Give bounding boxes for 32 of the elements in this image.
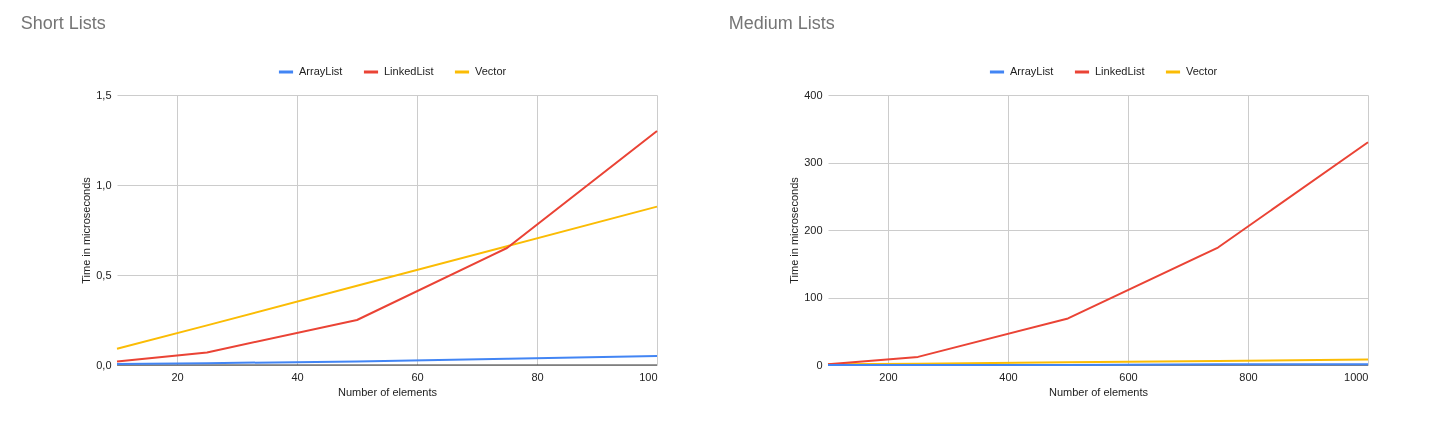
x-axis-title: Number of elements	[337, 385, 438, 398]
y-tick-label: 400	[804, 88, 823, 101]
legend-label: ArrayList	[299, 65, 343, 77]
legend-label: Vector	[1186, 65, 1218, 77]
legend-label: LinkedList	[1095, 65, 1145, 77]
x-axis-title: Number of elements	[1048, 385, 1149, 398]
x-tick-label: 600	[1119, 370, 1138, 383]
x-tick-label: 100	[639, 370, 658, 383]
x-tick-label: 20	[171, 370, 184, 383]
x-tick-label: 400	[999, 370, 1018, 383]
legend-label: Vector	[475, 65, 507, 77]
y-axis-title: Time in microseconds	[788, 176, 801, 284]
x-tick-label: 200	[879, 370, 898, 383]
x-tick-label: 40	[291, 370, 304, 383]
y-tick-label: 100	[804, 291, 823, 303]
x-tick-label: 80	[531, 370, 544, 383]
y-tick-label: 0	[816, 358, 823, 371]
legend-label: LinkedList	[384, 65, 434, 77]
line-series	[116, 205, 658, 350]
y-tick-label: 200	[804, 223, 823, 236]
y-axis-title: Time in microseconds	[80, 176, 93, 284]
y-tick-label: 0,0	[96, 358, 112, 371]
chart-title: Medium Lists	[728, 13, 835, 33]
y-tick-label: 0,5	[96, 268, 112, 281]
x-tick-label: 800	[1239, 370, 1258, 383]
legend-label: ArrayList	[1010, 65, 1054, 77]
y-tick-label: 1,0	[96, 178, 112, 191]
x-tick-label: 60	[411, 370, 424, 383]
x-tick-label: 1000	[1344, 370, 1369, 383]
chart-title: Short Lists	[20, 13, 106, 33]
y-tick-label: 300	[804, 156, 823, 168]
y-tick-label: 1,5	[96, 88, 112, 101]
